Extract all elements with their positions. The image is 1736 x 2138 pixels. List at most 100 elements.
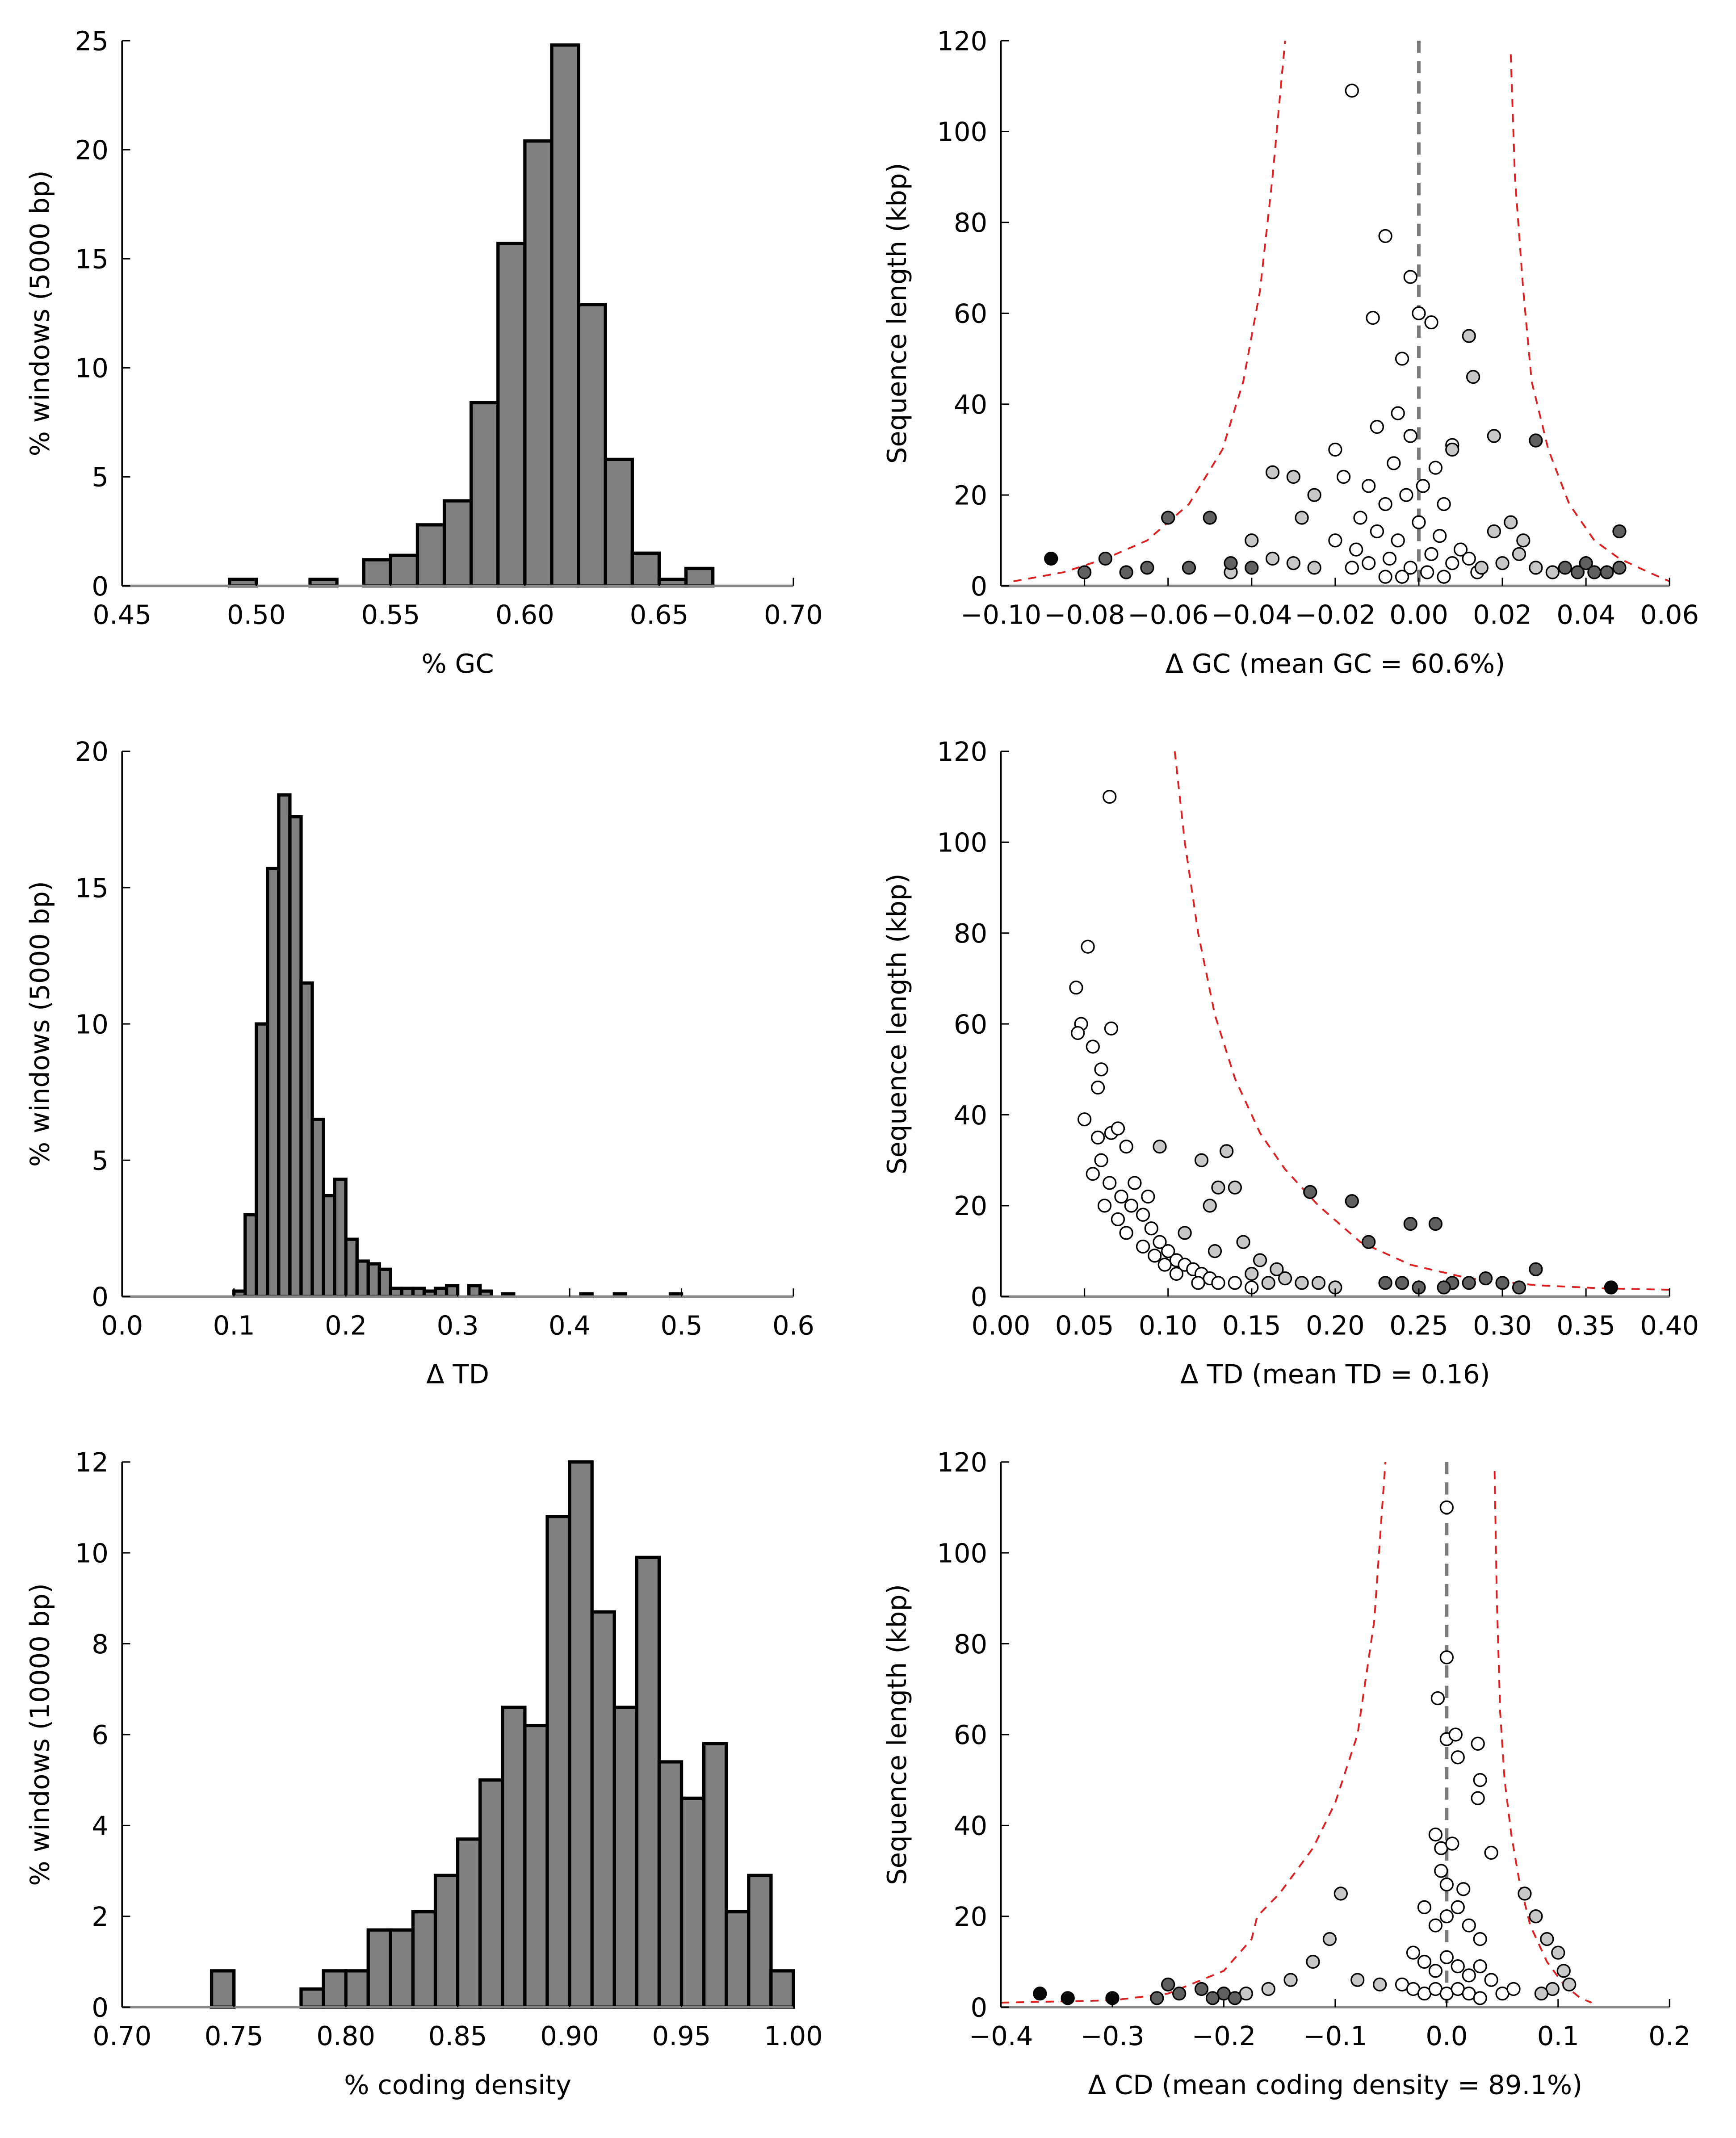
hist-bar-17	[657, 1760, 683, 2009]
y-tick-label: 15	[75, 244, 109, 275]
x-axis-label: % GC	[422, 648, 494, 679]
y-tick-label: 20	[954, 480, 987, 511]
threshold-curve-1	[1510, 54, 1670, 583]
point-darkgray-0	[1303, 1185, 1317, 1199]
hist-bar-11	[355, 1259, 370, 1298]
hist-bar-6	[299, 981, 314, 1298]
point-lightgray-6	[1265, 465, 1280, 479]
point-lightgray-7	[1295, 511, 1309, 525]
x-tick-label: 0.10	[1139, 1310, 1198, 1341]
point-black-0	[1044, 551, 1058, 566]
threshold-curve-0	[1174, 751, 1670, 1291]
point-lightgray-9	[1278, 1271, 1292, 1286]
point-white-33	[1097, 1199, 1112, 1213]
hist-bar-21	[747, 1874, 773, 2009]
y-tick-label: 0	[970, 1282, 987, 1312]
point-darkgray-6	[1395, 1276, 1409, 1290]
point-white-40	[1191, 1276, 1205, 1290]
point-white-28	[1211, 1276, 1225, 1290]
hist-bar-9	[333, 1178, 348, 1298]
threshold-curve-0	[1001, 1462, 1387, 2004]
point-white-25	[1439, 1950, 1454, 1964]
hist-bar-2	[362, 558, 392, 588]
hist-bar-4	[415, 523, 446, 588]
point-darkgray-4	[1362, 1235, 1376, 1249]
hist-bar-7	[433, 1874, 460, 2009]
point-white-23	[1370, 524, 1384, 539]
y-axis-label: Sequence length (kbp)	[881, 873, 912, 1174]
point-white-16	[1417, 1900, 1432, 1915]
x-tick-label: 0.2	[325, 1310, 367, 1341]
y-tick-label: 25	[75, 25, 109, 56]
point-white-20	[1462, 1918, 1476, 1933]
y-tick-label: 2	[92, 1901, 109, 1932]
hist-bar-14	[590, 1610, 616, 2009]
point-lightgray-3	[1445, 442, 1459, 457]
point-white-16	[1103, 1176, 1117, 1190]
point-darkgray-1	[1345, 1194, 1359, 1208]
x-tick-label: 0.80	[316, 2021, 375, 2051]
point-lightgray-14	[1373, 1977, 1387, 1991]
x-tick-label: 0.1	[213, 1310, 255, 1341]
x-tick-label: 0.85	[428, 2021, 487, 2051]
y-tick-label: 0	[970, 1992, 987, 2023]
point-lightgray-0	[1153, 1140, 1167, 1154]
x-tick-label: 0.4	[549, 1310, 591, 1341]
point-white-27	[1453, 542, 1468, 557]
hist-bar-15	[400, 1287, 415, 1298]
hist-bar-12	[545, 1515, 571, 2009]
point-white-8	[1090, 1080, 1105, 1095]
hist-bar-10	[501, 1706, 527, 2009]
x-tick-label: −0.10	[960, 599, 1041, 630]
hist-bar-12	[630, 551, 661, 588]
point-white-2	[1403, 270, 1417, 284]
point-white-5	[1366, 310, 1380, 325]
point-lightgray-12	[1265, 551, 1280, 566]
point-lightgray-5	[1228, 1180, 1242, 1195]
y-tick-label: 0	[92, 1282, 109, 1312]
y-tick-label: 60	[954, 1009, 987, 1040]
point-white-38	[1378, 570, 1392, 584]
y-tick-label: 10	[75, 353, 109, 384]
point-lightgray-1	[1194, 1153, 1209, 1167]
point-white-15	[1086, 1167, 1100, 1181]
x-tick-label: 0.20	[1306, 1310, 1365, 1341]
point-white-39	[1169, 1266, 1184, 1281]
point-lightgray-0	[1462, 329, 1476, 343]
point-darkgray-9	[1462, 1276, 1476, 1290]
point-lightgray-6	[1518, 1886, 1532, 1901]
point-lightgray-15	[1495, 556, 1510, 570]
x-tick-label: 1.00	[764, 2021, 823, 2051]
point-lightgray-13	[1350, 1973, 1365, 1987]
hist-gc-panel: 0.45 0.50 0.55 0.60 0.65 0.70 0 5 10 15 20 25 % GC % …	[24, 25, 823, 679]
point-lightgray-10	[1556, 1964, 1571, 1978]
y-tick-label: 4	[92, 1811, 109, 1841]
point-darkgray-11	[1495, 1276, 1510, 1290]
y-tick-label: 20	[954, 1191, 987, 1221]
point-white-22	[1349, 542, 1363, 557]
point-lightgray-10	[1295, 1276, 1309, 1290]
y-tick-label: 80	[954, 918, 987, 949]
hist-bar-13	[377, 1267, 392, 1298]
y-tick-label: 120	[937, 25, 987, 56]
x-tick-label: 0.04	[1556, 599, 1615, 630]
y-tick-label: 10	[75, 1009, 109, 1040]
point-white-1	[1378, 229, 1392, 243]
hist-bar-19	[444, 1284, 460, 1298]
x-tick-label: −0.3	[1080, 2021, 1145, 2051]
hist-bar-2	[255, 1022, 269, 1298]
point-white-0	[1345, 84, 1359, 98]
hist-bar-18	[433, 1287, 449, 1298]
point-white-3	[1412, 306, 1426, 320]
point-white-32	[1141, 1189, 1155, 1204]
hist-td-panel: 0.0 0.1 0.2 0.3 0.4 0.5 0.6 0 5 10 15 20 Δ TD % windo…	[24, 736, 814, 1389]
x-tick-label: 0.90	[540, 2021, 599, 2051]
y-axis-label: % windows (10000 bp)	[24, 1583, 55, 1886]
hist-bar-5	[389, 1928, 415, 2009]
point-white-4	[1071, 1026, 1085, 1040]
y-tick-label: 15	[75, 872, 109, 903]
point-white-25	[1412, 515, 1426, 529]
point-white-28	[1473, 1959, 1487, 1974]
point-white-10	[1403, 429, 1417, 443]
point-white-31	[1424, 547, 1438, 561]
